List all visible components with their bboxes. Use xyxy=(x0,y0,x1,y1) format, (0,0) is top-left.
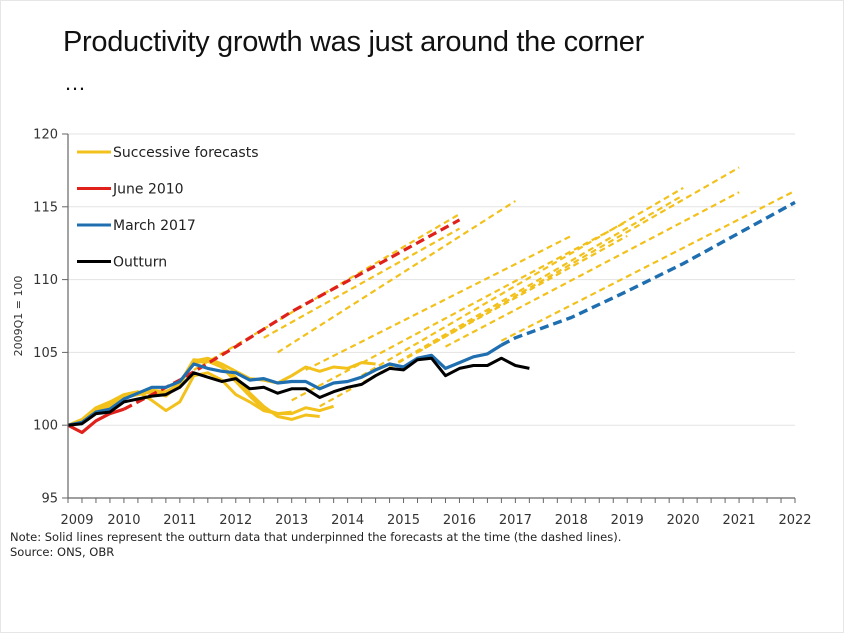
chart-notes: Note: Solid lines represent the outturn … xyxy=(10,530,621,560)
forecast-dashed-line xyxy=(291,220,628,402)
x-tick-label: 2010 xyxy=(107,513,140,528)
legend-label: Outturn xyxy=(113,255,167,271)
chart-title: Productivity growth was just around the … xyxy=(63,26,644,58)
legend-label: Successive forecasts xyxy=(113,145,259,161)
y-axis-label: 2009Q1 = 100 xyxy=(12,276,25,357)
gridlines xyxy=(68,133,795,426)
forecast-vintage-line xyxy=(67,356,376,427)
y-tick-label: 120 xyxy=(33,128,58,143)
x-tick-label: 2021 xyxy=(723,513,756,528)
forecast-dashed-line xyxy=(389,194,684,368)
forecast-dashed-lines xyxy=(193,166,796,408)
forecast-vintage-line xyxy=(67,371,292,427)
x-tick-label: 2012 xyxy=(219,513,252,528)
x-tick-label: 2017 xyxy=(499,513,532,528)
outturn-series xyxy=(67,356,530,427)
x-tick-label: 2022 xyxy=(778,513,811,528)
march-2017-dashed-line xyxy=(500,200,796,347)
legend-label: June 2010 xyxy=(112,182,184,198)
forecast-vintage-lines xyxy=(67,356,376,427)
x-tick-label: 2014 xyxy=(331,513,364,528)
march-2017-series xyxy=(67,200,796,427)
axes: 95 100 105 110 115 120 2009 2010 2011 2012 2013 201… xyxy=(33,128,811,529)
x-tick-label: 2016 xyxy=(443,513,476,528)
x-tick-label: 2013 xyxy=(275,513,308,528)
source-text: Source: ONS, OBR xyxy=(10,545,115,559)
outturn-line xyxy=(67,356,530,427)
forecast-dashed-line xyxy=(305,234,572,371)
forecast-dashed-line xyxy=(277,200,516,354)
legend-label: March 2017 xyxy=(113,218,196,234)
forecast-dashed-line xyxy=(361,186,684,377)
march-2017-solid-line xyxy=(67,343,503,427)
x-tick-label: 2015 xyxy=(387,513,420,528)
y-tick-label: 105 xyxy=(33,346,58,361)
x-tick-label: 2020 xyxy=(667,513,700,528)
y-tick-label: 100 xyxy=(33,419,58,434)
june-2010-solid-line xyxy=(67,407,125,435)
legend: Successive forecasts June 2010 March 2017 O… xyxy=(77,145,259,271)
note-text: Note: Solid lines represent the outturn … xyxy=(10,530,622,544)
y-tick-label: 115 xyxy=(33,200,58,215)
x-tick-label: 2009 xyxy=(60,513,93,528)
x-tick-label: 2011 xyxy=(163,513,196,528)
forecast-dashed-line xyxy=(444,191,740,348)
forecast-dashed-line xyxy=(500,189,796,342)
y-tick-label: 110 xyxy=(33,273,58,288)
y-tick-label: 95 xyxy=(41,492,58,507)
forecast-dashed-line xyxy=(416,166,740,354)
x-tick-label: 2018 xyxy=(555,513,588,528)
x-tick-label: 2019 xyxy=(611,513,644,528)
forecast-dashed-line xyxy=(263,227,461,339)
chart-title-ellipsis: … xyxy=(64,70,86,95)
